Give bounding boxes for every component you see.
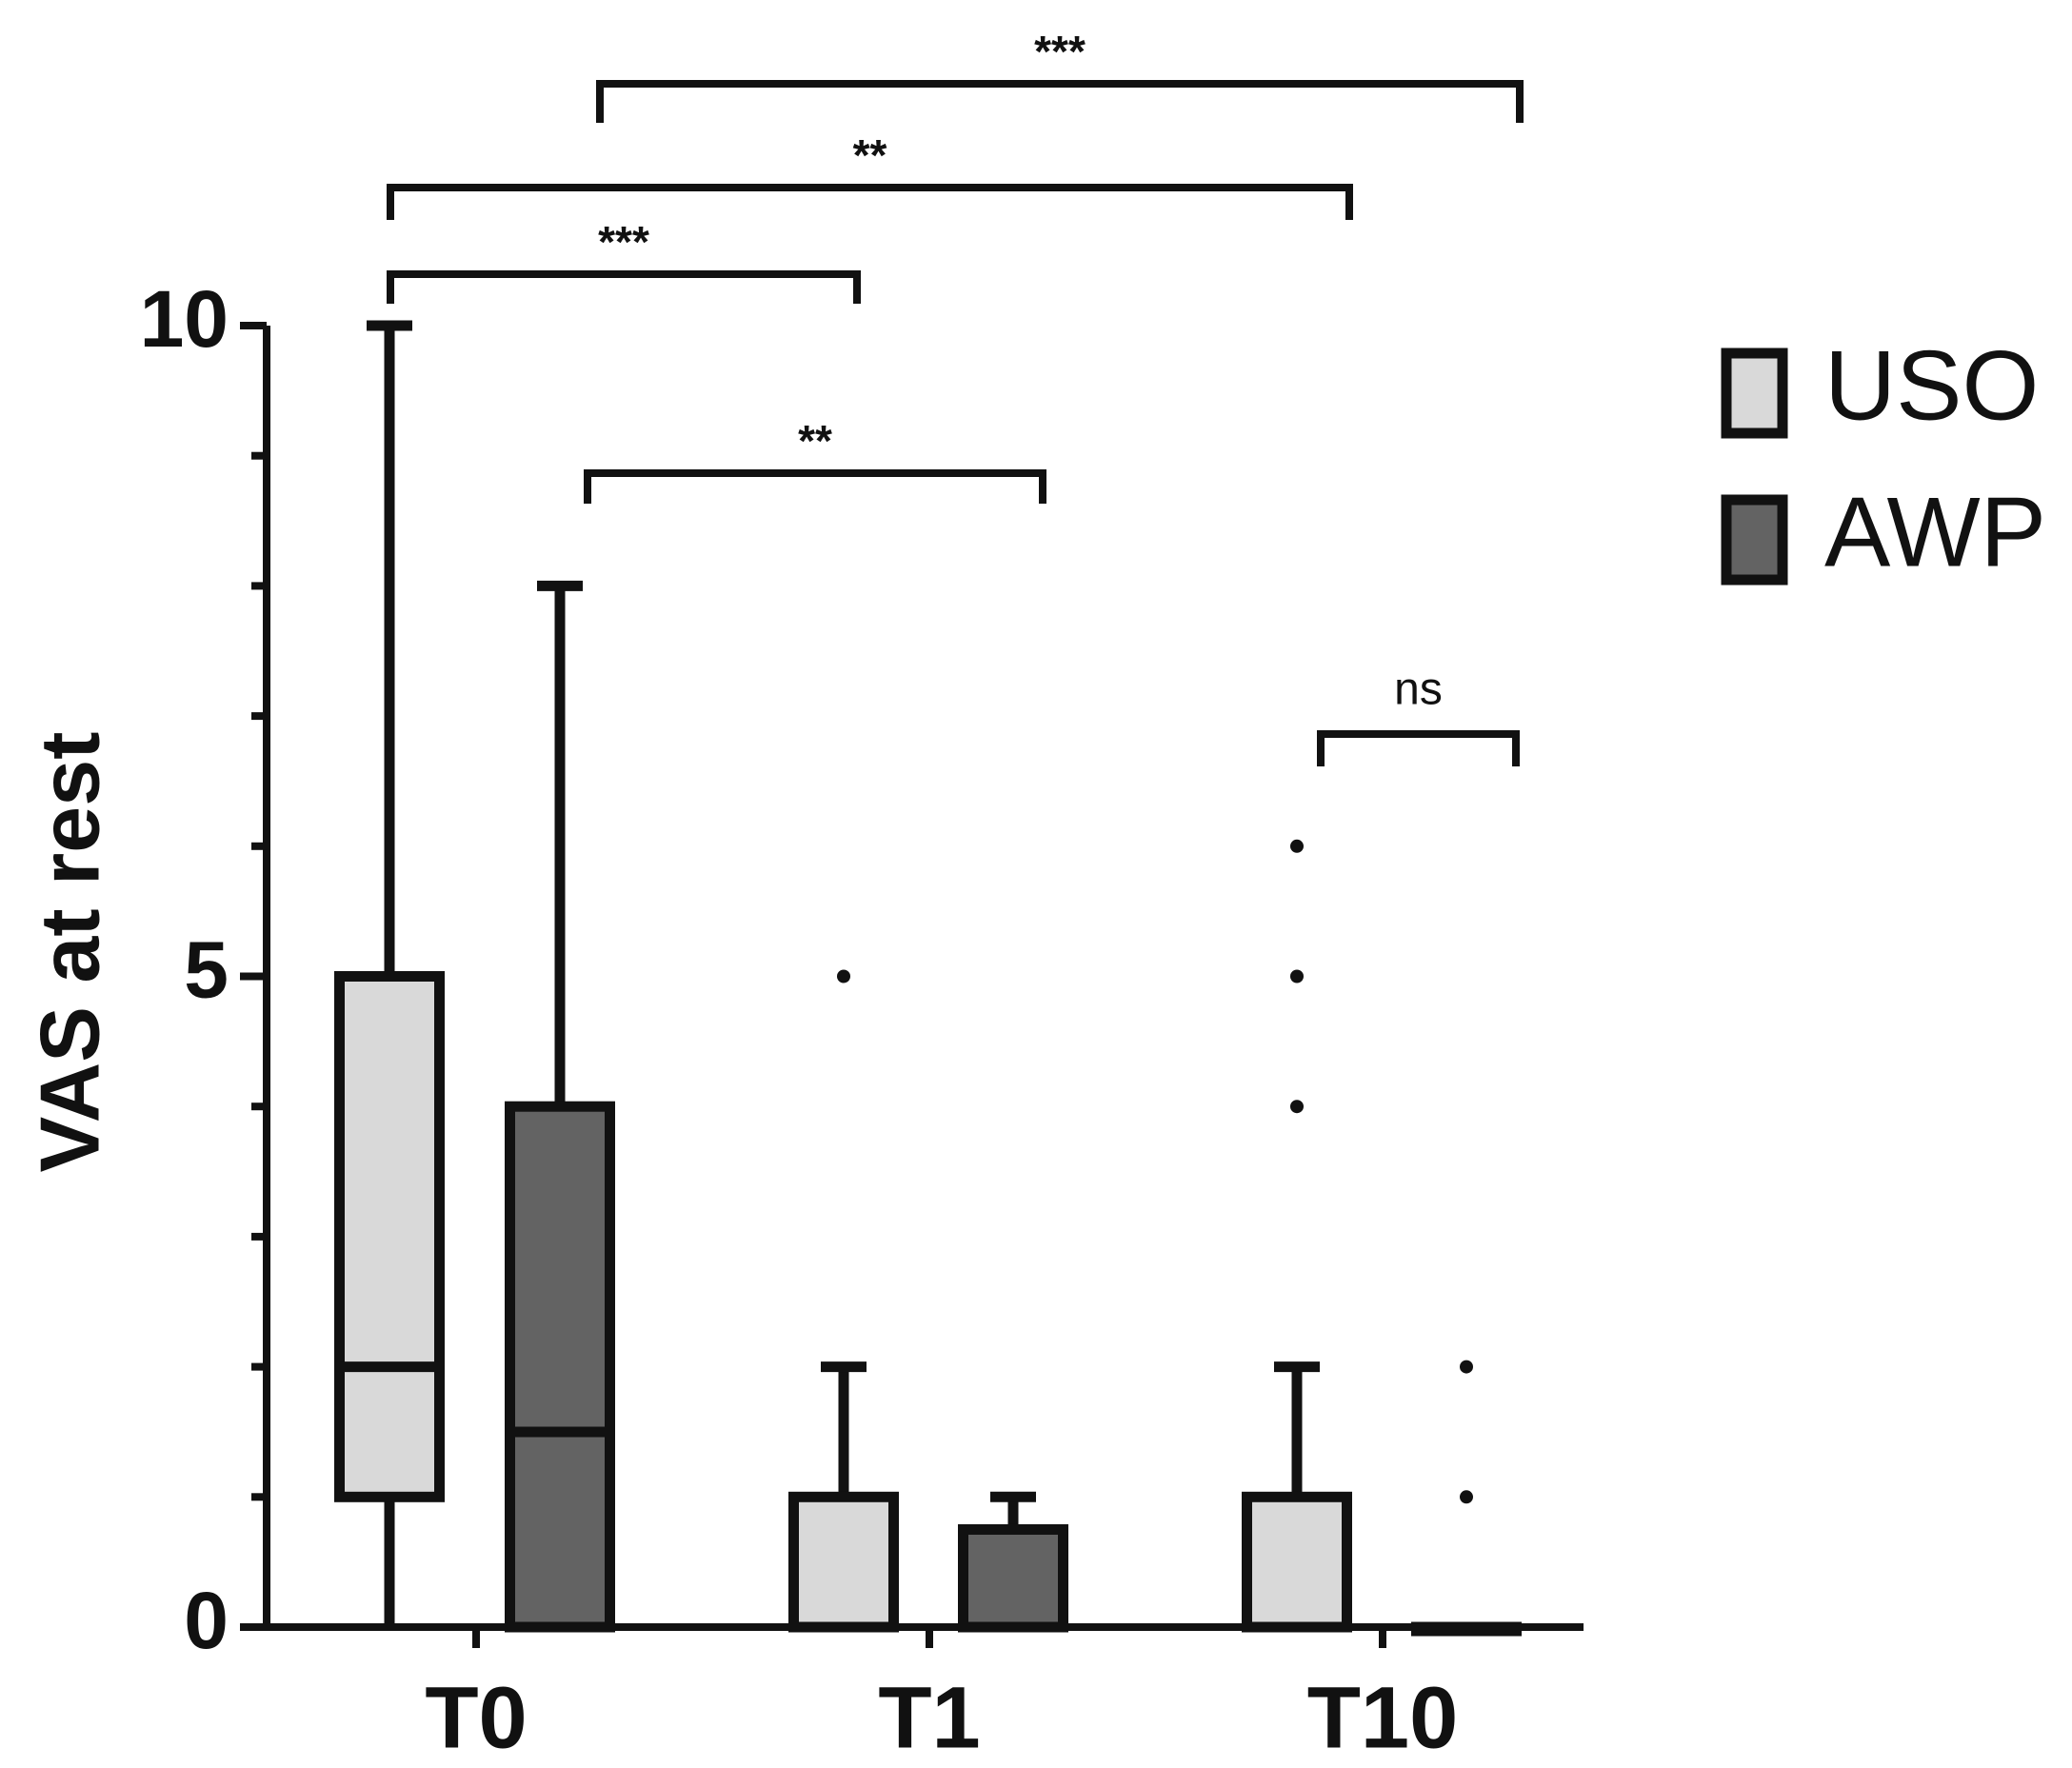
significance-bracket [596,80,1524,123]
x-tick-label: T1 [878,1669,980,1766]
significance-label: ** [798,416,832,466]
significance-label: *** [598,217,649,267]
x-tick-label: T0 [425,1669,527,1766]
outlier [1460,1360,1473,1374]
y-tick-label: 0 [184,1576,229,1665]
outlier [1290,839,1304,853]
legend-label: AWP [1824,477,2046,587]
outlier [1460,1490,1473,1504]
significance-label: *** [1034,27,1086,76]
y-axis-label: VAS at rest [22,732,116,1173]
box [788,1491,899,1633]
outlier [1290,969,1304,983]
outlier [1290,1100,1304,1114]
box [505,1101,615,1633]
significance-label: ns [1394,665,1443,715]
significance-bracket [387,184,1353,220]
significance-bracket [1317,730,1520,766]
x-tick-label: T10 [1307,1669,1459,1766]
box [958,1523,1068,1633]
legend-swatch [1721,348,1788,439]
box [334,971,445,1502]
box [1242,1491,1352,1633]
significance-bracket [584,469,1046,504]
legend-label: USO [1824,330,2039,441]
y-tick-label: 10 [140,274,229,364]
y-tick-label: 5 [184,925,229,1015]
legend-swatch [1721,494,1788,586]
significance-bracket [387,270,861,304]
significance-label: ** [853,130,887,180]
outlier [837,969,850,983]
